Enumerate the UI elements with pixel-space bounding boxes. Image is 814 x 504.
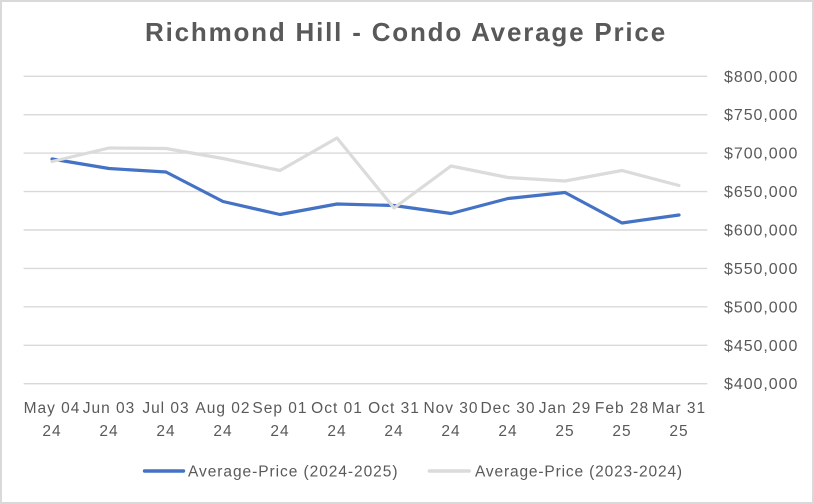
svg-text:24: 24 <box>99 423 118 440</box>
svg-text:Dec 30: Dec 30 <box>480 400 535 417</box>
svg-text:25: 25 <box>669 423 688 440</box>
svg-text:Jul 03: Jul 03 <box>142 400 189 417</box>
svg-text:24: 24 <box>327 423 346 440</box>
svg-text:24: 24 <box>213 423 232 440</box>
svg-text:$550,000: $550,000 <box>724 261 798 278</box>
svg-text:$800,000: $800,000 <box>724 69 798 86</box>
svg-text:25: 25 <box>555 423 574 440</box>
svg-text:24: 24 <box>384 423 403 440</box>
svg-text:$500,000: $500,000 <box>724 299 798 316</box>
svg-text:Aug 02: Aug 02 <box>195 400 250 417</box>
svg-text:$600,000: $600,000 <box>724 223 798 240</box>
svg-text:$650,000: $650,000 <box>724 184 798 201</box>
svg-text:24: 24 <box>441 423 460 440</box>
svg-text:May 04: May 04 <box>24 400 81 417</box>
svg-text:Nov 30: Nov 30 <box>423 400 478 417</box>
svg-text:$700,000: $700,000 <box>724 146 798 163</box>
svg-text:24: 24 <box>498 423 517 440</box>
svg-text:Jan 29: Jan 29 <box>539 400 592 417</box>
svg-text:$750,000: $750,000 <box>724 107 798 124</box>
svg-text:24: 24 <box>42 423 61 440</box>
svg-text:24: 24 <box>156 423 175 440</box>
svg-text:Feb 28: Feb 28 <box>595 400 649 417</box>
svg-text:Richmond Hill - Condo Average: Richmond Hill - Condo Average Price <box>145 17 667 47</box>
svg-text:Oct 01: Oct 01 <box>311 400 363 417</box>
svg-text:Average-Price (2024-2025): Average-Price (2024-2025) <box>188 464 398 481</box>
svg-text:Sep 01: Sep 01 <box>252 400 307 417</box>
svg-text:Oct 31: Oct 31 <box>368 400 420 417</box>
svg-text:24: 24 <box>270 423 289 440</box>
svg-text:Mar 31: Mar 31 <box>652 400 706 417</box>
svg-text:$450,000: $450,000 <box>724 338 798 355</box>
svg-text:25: 25 <box>612 423 631 440</box>
svg-text:$400,000: $400,000 <box>724 376 798 393</box>
svg-text:Average-Price (2023-2024): Average-Price (2023-2024) <box>475 464 683 481</box>
svg-text:Jun 03: Jun 03 <box>83 400 136 417</box>
